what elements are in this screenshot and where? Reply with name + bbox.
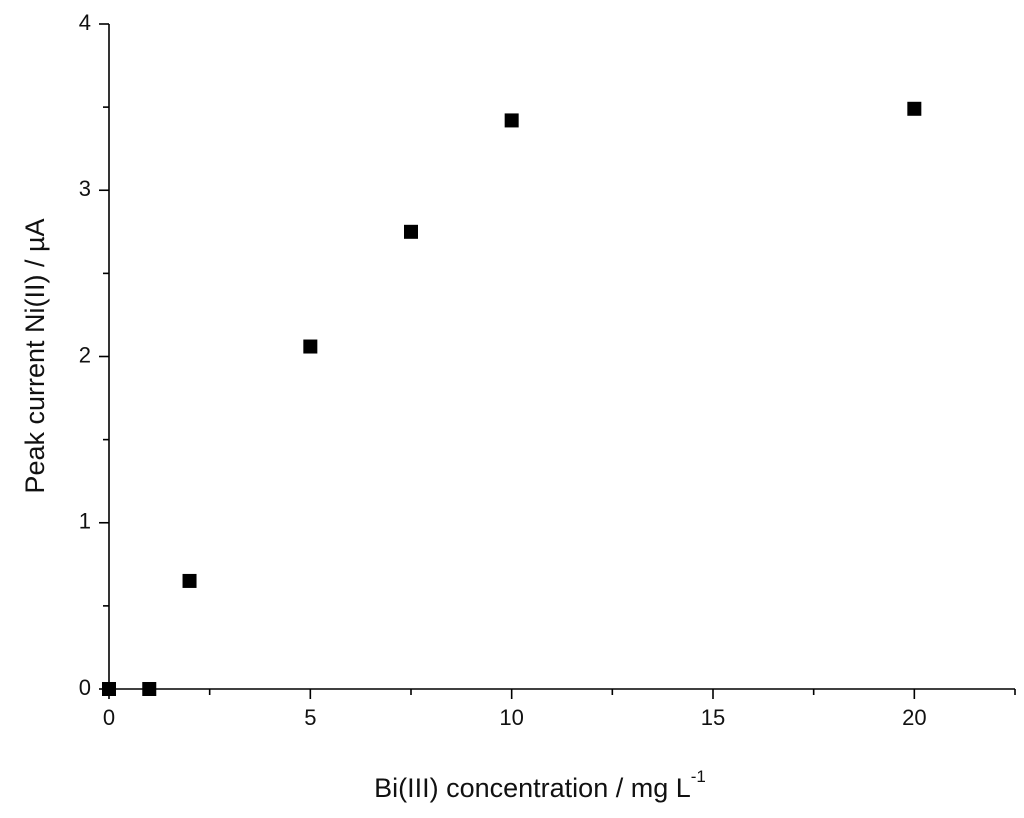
marker — [504, 113, 519, 128]
y-tick-label: 1 — [79, 509, 91, 534]
y-axis-label: Peak current Ni(II) / µA — [20, 218, 50, 493]
marker — [142, 682, 157, 696]
x-axis-label-sup: -1 — [691, 767, 706, 786]
y-tick-label: 4 — [79, 10, 91, 35]
y-tick-label: 2 — [79, 342, 91, 367]
x-tick-label: 5 — [304, 705, 316, 730]
x-axis-label-text: Bi(III) concentration / mg L — [374, 773, 691, 803]
x-tick-label: 20 — [902, 705, 926, 730]
marker — [182, 573, 197, 588]
x-tick-label: 10 — [499, 705, 523, 730]
x-tick-label: 0 — [103, 705, 115, 730]
x-axis-label: Bi(III) concentration / mg L-1 — [374, 767, 706, 803]
x-tick-label: 15 — [701, 705, 725, 730]
marker — [907, 101, 922, 116]
marker — [303, 339, 318, 354]
y-tick-label: 3 — [79, 176, 91, 201]
marker — [404, 224, 418, 239]
marker — [102, 682, 116, 696]
y-tick-label: 0 — [79, 675, 91, 700]
